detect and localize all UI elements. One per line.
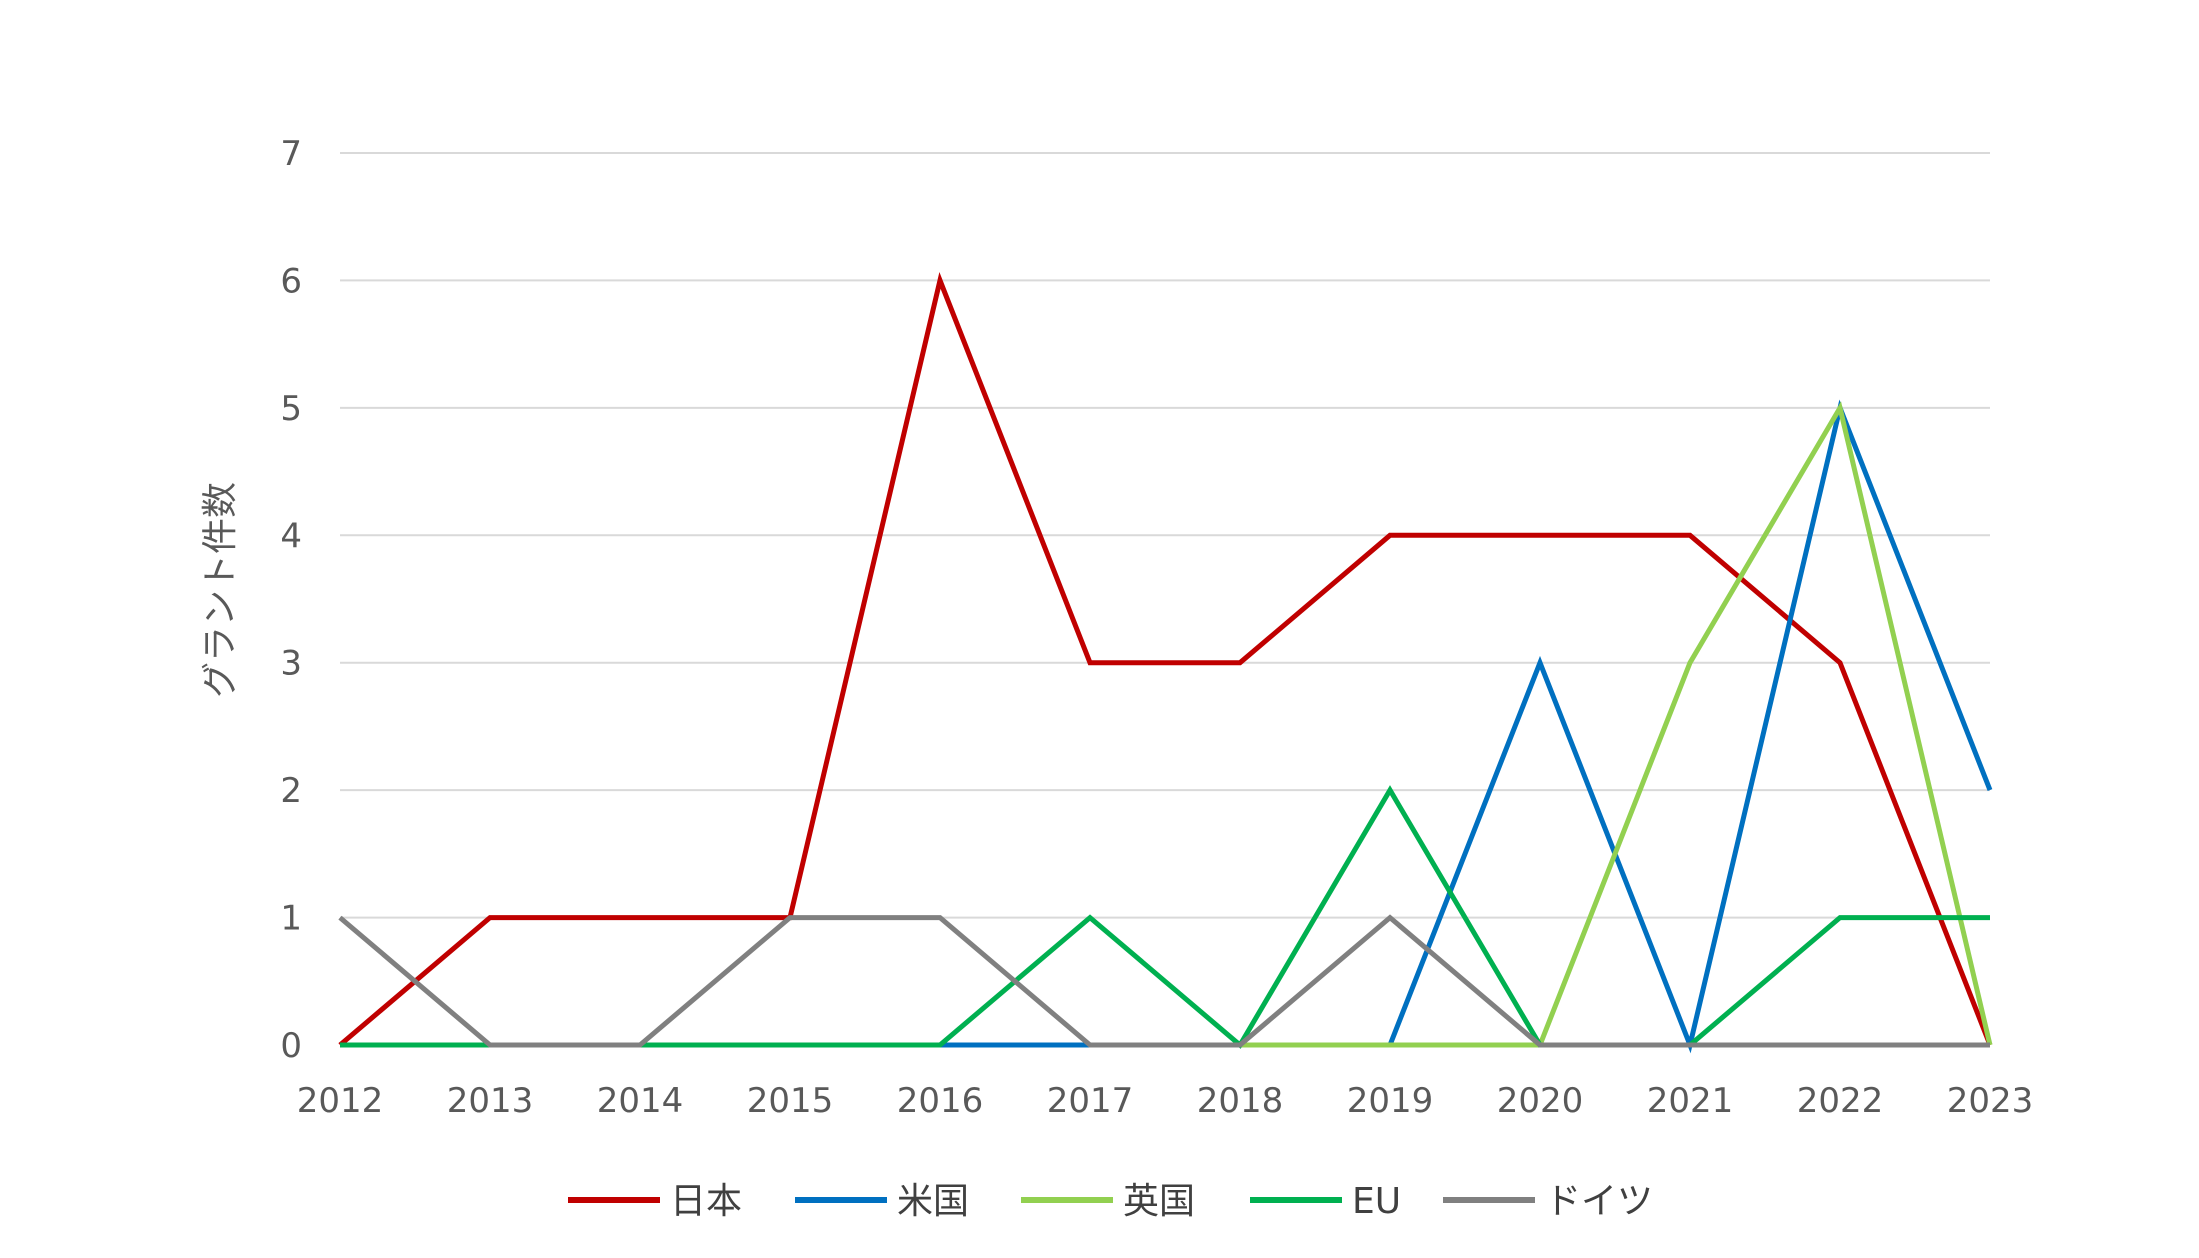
x-tick-label: 2015 xyxy=(747,1081,834,1121)
x-tick-label: 2022 xyxy=(1797,1081,1884,1121)
x-tick-label: 2019 xyxy=(1347,1081,1434,1121)
x-tick-label: 2021 xyxy=(1647,1081,1734,1121)
y-tick-label: 0 xyxy=(280,1026,302,1066)
x-axis-ticks: 2012 2013 2014 2015 2016 2017 2018 2019 2020 2021… xyxy=(297,1081,2034,1121)
legend-label: 日本 xyxy=(670,1181,742,1222)
gridlines xyxy=(340,152,1990,919)
y-tick-label: 7 xyxy=(280,134,302,174)
x-tick-label: 2014 xyxy=(597,1081,684,1121)
y-tick-label: 3 xyxy=(280,644,302,684)
y-tick-label: 4 xyxy=(280,516,302,556)
legend-label: EU xyxy=(1352,1181,1401,1222)
y-tick-label: 6 xyxy=(280,261,302,301)
y-axis-ticks: 0 1 2 3 4 5 6 7 xyxy=(280,134,302,1066)
x-tick-label: 2016 xyxy=(897,1081,984,1121)
y-tick-label: 5 xyxy=(280,389,302,429)
x-tick-label: 2023 xyxy=(1947,1081,2034,1121)
series-line-2 xyxy=(1240,401,1993,1048)
y-axis-label: グラント件数 xyxy=(200,482,241,698)
x-tick-label: 2012 xyxy=(297,1081,384,1121)
legend-label: ドイツ xyxy=(1545,1181,1653,1222)
series-line-1 xyxy=(1387,399,1993,1054)
legend: 日本 米国 英国 EU ドイツ xyxy=(568,1181,1653,1222)
legend-label: 英国 xyxy=(1123,1181,1195,1222)
x-tick-label: 2013 xyxy=(447,1081,534,1121)
legend-label: 米国 xyxy=(897,1181,969,1222)
y-tick-label: 1 xyxy=(280,899,302,939)
x-tick-label: 2018 xyxy=(1197,1081,1284,1121)
x-tick-label: 2020 xyxy=(1497,1081,1584,1121)
series-line-4 xyxy=(338,914,1990,1048)
series-line-0 xyxy=(338,272,1993,1047)
x-tick-label: 2017 xyxy=(1047,1081,1134,1121)
series-lines xyxy=(338,272,1993,1054)
y-tick-label: 2 xyxy=(280,771,302,811)
